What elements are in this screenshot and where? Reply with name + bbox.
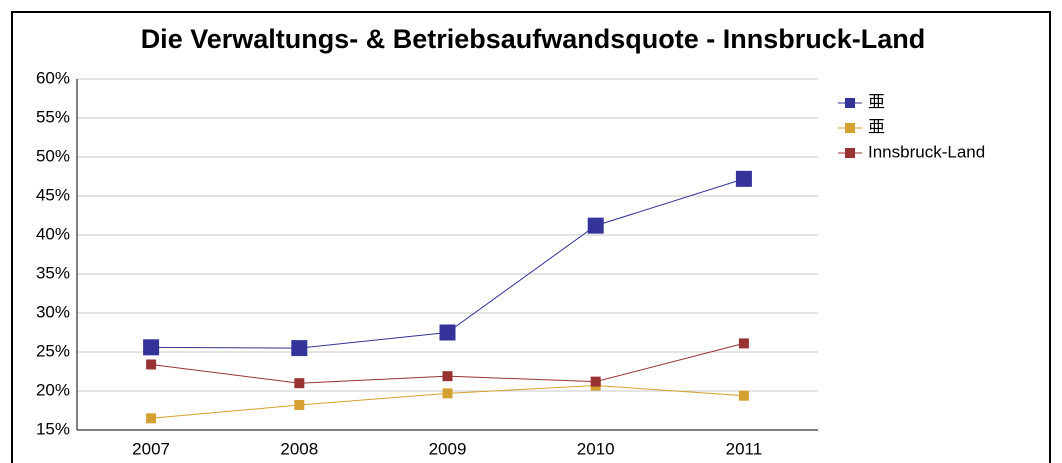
- y-tick-label: 15%: [36, 419, 70, 438]
- legend-label: 亜: [868, 92, 885, 111]
- legend-label: Innsbruck-Land: [868, 142, 985, 161]
- legend-marker: [845, 123, 855, 133]
- x-tick-label: 2008: [280, 439, 318, 458]
- chart-frame: [11, 11, 1051, 463]
- y-tick-label: 20%: [36, 380, 70, 399]
- chart-title: Die Verwaltungs- & Betriebsaufwandsquote…: [141, 24, 926, 54]
- data-point: [439, 324, 456, 341]
- data-point: [587, 217, 604, 234]
- y-tick-label: 30%: [36, 302, 70, 321]
- x-tick-label: 2007: [132, 439, 170, 458]
- data-point: [590, 376, 601, 387]
- y-tick-label: 45%: [36, 185, 70, 204]
- x-tick-label: 2010: [577, 439, 615, 458]
- data-point: [291, 340, 308, 357]
- data-point: [294, 400, 305, 411]
- data-point: [738, 338, 749, 349]
- data-point: [738, 390, 749, 401]
- y-tick-label: 35%: [36, 263, 70, 282]
- data-point: [442, 371, 453, 382]
- legend-marker: [845, 98, 855, 108]
- data-point: [442, 388, 453, 399]
- y-tick-label: 55%: [36, 107, 70, 126]
- y-tick-label: 40%: [36, 224, 70, 243]
- legend-label: 亜: [868, 117, 885, 136]
- y-tick-label: 60%: [36, 68, 70, 87]
- x-tick-label: 2009: [429, 439, 467, 458]
- y-tick-label: 25%: [36, 341, 70, 360]
- data-point: [146, 359, 157, 370]
- data-point: [143, 339, 160, 356]
- data-point: [294, 378, 305, 389]
- data-point: [146, 413, 157, 424]
- x-tick-label: 2011: [726, 439, 763, 458]
- data-point: [735, 170, 752, 187]
- y-tick-label: 50%: [36, 146, 70, 165]
- legend-marker: [845, 148, 855, 158]
